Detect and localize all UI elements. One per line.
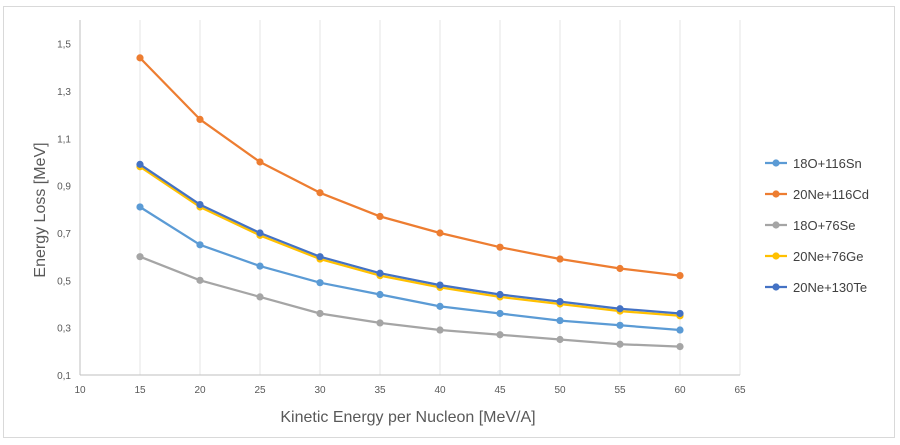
x-tick-label: 45 xyxy=(494,385,506,396)
data-point xyxy=(256,293,264,301)
data-point xyxy=(676,343,684,351)
y-tick-label: 0,9 xyxy=(57,182,71,193)
x-axis-title: Kinetic Energy per Nucleon [MeV/A] xyxy=(280,409,535,426)
data-point xyxy=(136,203,144,211)
y-tick-label: 0,7 xyxy=(57,229,71,240)
legend-marker xyxy=(772,283,780,291)
legend-marker xyxy=(772,159,780,167)
series-20ne-116cd xyxy=(136,54,684,280)
data-point xyxy=(436,281,444,289)
data-point xyxy=(196,276,204,284)
legend-entry: 18O+116Sn xyxy=(765,156,862,171)
legend-label: 20Ne+76Ge xyxy=(793,249,863,264)
x-tick-label: 15 xyxy=(134,385,146,396)
series-20ne-130te xyxy=(136,160,684,318)
data-point xyxy=(316,189,324,197)
data-point xyxy=(616,305,624,313)
data-point xyxy=(616,264,624,273)
data-point xyxy=(136,160,144,168)
series-18o-116sn xyxy=(136,203,684,334)
data-point xyxy=(136,54,144,62)
legend-entry: 20Ne+76Ge xyxy=(765,249,863,264)
series-line xyxy=(139,206,681,332)
x-tick-label: 25 xyxy=(254,385,266,396)
data-point xyxy=(136,253,144,261)
legend-label: 20Ne+116Cd xyxy=(793,187,869,202)
legend-label: 18O+76Se xyxy=(793,218,856,233)
data-point xyxy=(676,272,684,280)
y-tick-label: 1,5 xyxy=(57,40,71,51)
x-tick-label: 50 xyxy=(554,385,566,396)
data-point xyxy=(556,298,564,306)
y-tick-label: 1,3 xyxy=(57,87,71,98)
data-point xyxy=(316,253,324,261)
grid-layer xyxy=(139,20,741,375)
legend-entry: 18O+76Se xyxy=(765,218,856,233)
data-point xyxy=(376,212,384,221)
x-tick-label: 20 xyxy=(194,385,206,396)
y-tick-label: 0,3 xyxy=(57,324,71,335)
data-point xyxy=(436,302,444,310)
chart-frame xyxy=(3,6,895,438)
data-point xyxy=(316,279,324,287)
data-point xyxy=(436,326,444,334)
series-20ne-76ge xyxy=(136,163,684,320)
data-point xyxy=(556,335,564,344)
series-line xyxy=(139,165,681,317)
series-line xyxy=(139,163,681,315)
data-point xyxy=(196,241,204,249)
data-point xyxy=(376,290,384,299)
legend-label: 20Ne+130Te xyxy=(793,280,867,295)
x-tick-label: 60 xyxy=(674,385,686,396)
data-point xyxy=(496,243,504,251)
x-tick-label: 35 xyxy=(374,385,386,396)
series-layer xyxy=(136,54,684,351)
series-line xyxy=(139,57,681,277)
data-point xyxy=(316,309,324,318)
series-line xyxy=(139,255,681,348)
legend-label: 18O+116Sn xyxy=(793,156,862,171)
data-point xyxy=(196,115,204,123)
data-point xyxy=(256,158,264,166)
x-tick-label: 30 xyxy=(314,385,326,396)
data-point xyxy=(436,229,444,237)
y-tick-label: 0,5 xyxy=(57,276,71,287)
legend-entry: 20Ne+130Te xyxy=(765,280,867,295)
series-18o-76se xyxy=(136,253,684,351)
legend-marker xyxy=(772,190,780,198)
data-point xyxy=(556,316,564,325)
data-point xyxy=(256,229,264,237)
legend-entry: 20Ne+116Cd xyxy=(765,187,869,202)
data-point xyxy=(676,309,684,318)
data-point xyxy=(676,326,684,334)
x-tick-label: 40 xyxy=(434,385,446,396)
legend-layer: 18O+116Sn 20Ne+116Cd 18O+76Se 20Ne+76Ge 20Ne… xyxy=(765,156,869,295)
data-point xyxy=(616,321,624,329)
x-tick-label: 10 xyxy=(74,385,86,396)
axis-layer: 10 15 20 25 30 35 40 45 50 55 60 65 0,1 0,3 0,5 0,7 0,9 1… xyxy=(57,20,746,396)
data-point xyxy=(256,262,264,270)
data-point xyxy=(376,319,384,327)
data-point xyxy=(556,255,564,263)
y-tick-label: 1,1 xyxy=(57,134,71,145)
legend-marker xyxy=(772,221,780,229)
data-point xyxy=(616,340,624,348)
data-point xyxy=(496,309,504,318)
data-point xyxy=(196,201,204,209)
x-tick-label: 55 xyxy=(614,385,626,396)
data-point xyxy=(376,269,384,277)
data-point xyxy=(496,331,504,339)
x-tick-label: 65 xyxy=(734,385,746,396)
data-point xyxy=(496,290,504,299)
y-axis-title: Energy Loss [MeV] xyxy=(32,142,49,277)
y-tick-label: 0,1 xyxy=(57,371,71,382)
legend-marker xyxy=(772,252,780,260)
